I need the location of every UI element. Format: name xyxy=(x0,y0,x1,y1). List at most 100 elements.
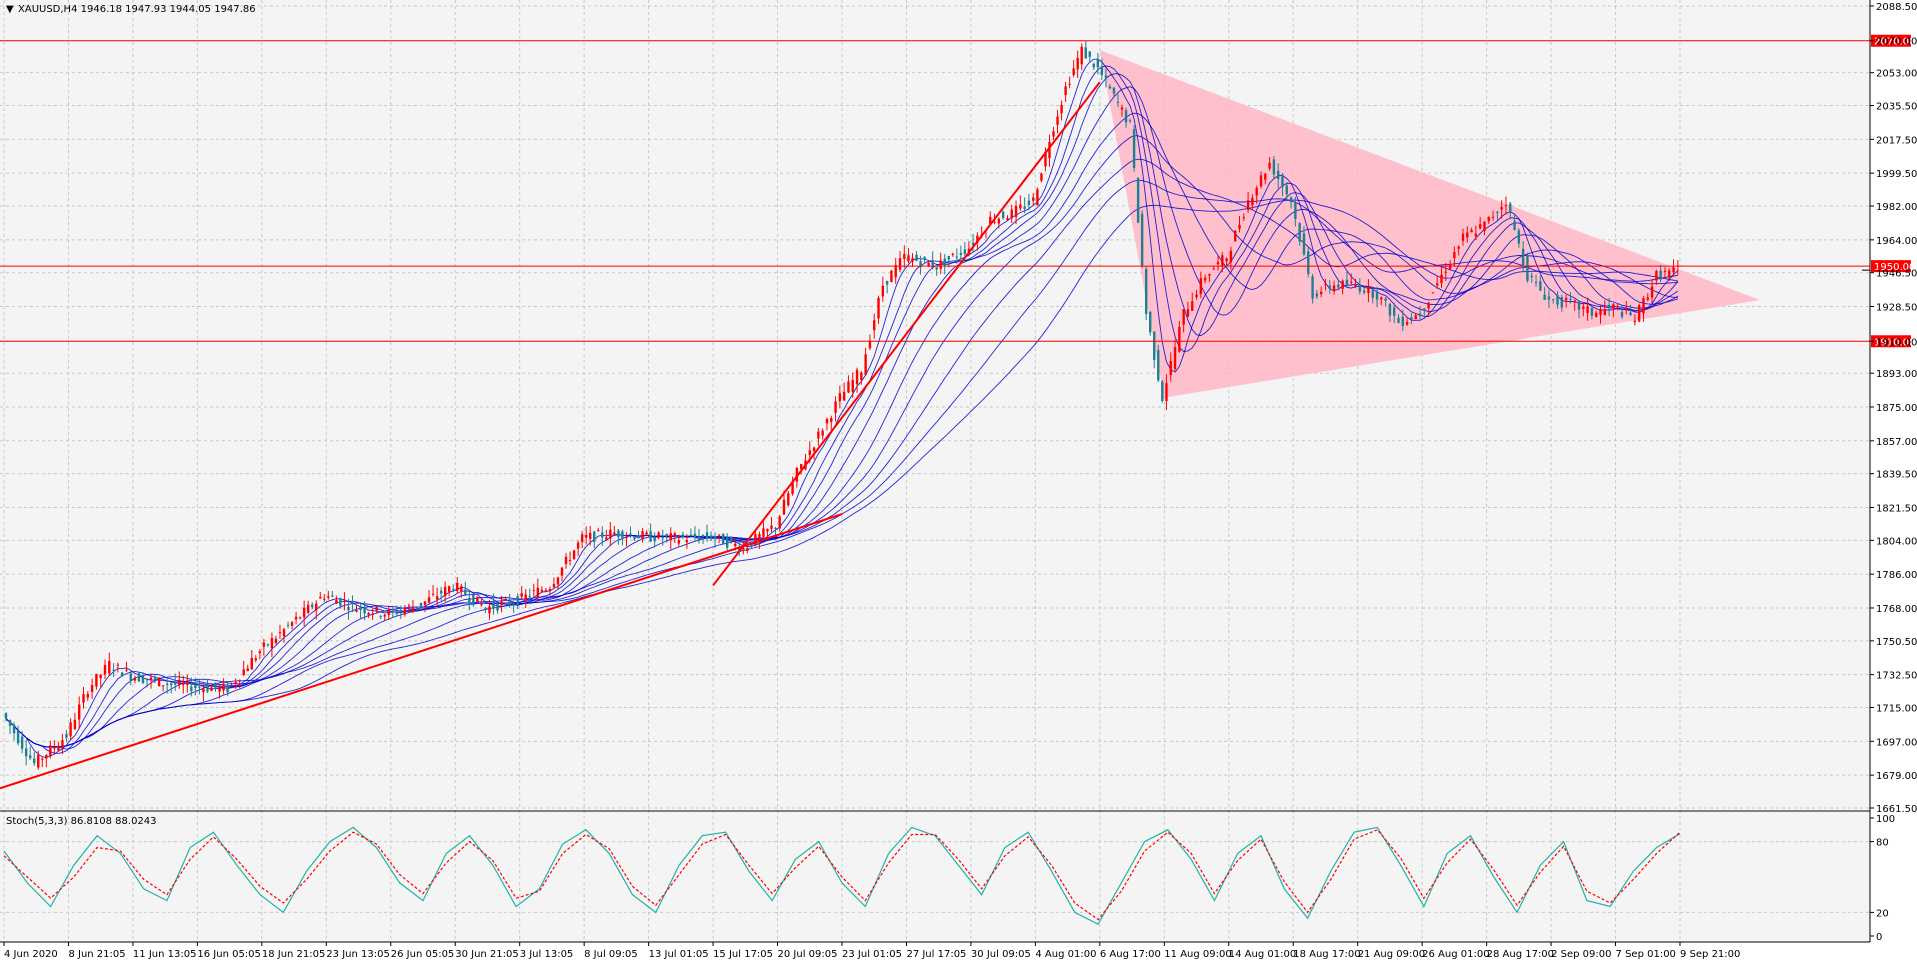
candle-body xyxy=(730,537,733,541)
candle-body xyxy=(1487,216,1490,222)
candle-body xyxy=(1238,224,1241,229)
candle-body xyxy=(103,665,107,675)
moving-average-line xyxy=(5,65,1679,754)
dropdown-arrow-icon[interactable]: ▼ xyxy=(6,4,14,15)
candle-body xyxy=(69,722,72,737)
candle-body xyxy=(484,607,487,609)
x-tick-label: 14 Aug 01:00 xyxy=(1229,949,1296,960)
trendlines[interactable] xyxy=(0,81,1101,790)
candle-body xyxy=(339,598,342,606)
candle-body xyxy=(1453,252,1456,259)
candle-body xyxy=(1136,177,1140,223)
candle-body xyxy=(302,607,306,618)
candle-body xyxy=(681,534,685,538)
candle-body xyxy=(544,590,548,592)
candle-body xyxy=(1281,174,1284,187)
candle-body xyxy=(1539,281,1542,291)
candle-body xyxy=(161,685,165,687)
candle-body xyxy=(246,668,249,672)
x-tick-label: 30 Jul 09:05 xyxy=(971,949,1031,960)
candle-body xyxy=(593,531,596,542)
candle-body xyxy=(738,547,741,552)
candle-body xyxy=(1470,230,1473,233)
candle-body xyxy=(1543,294,1546,300)
candle-body xyxy=(709,535,713,540)
candle-body xyxy=(778,516,781,529)
candle-body xyxy=(971,242,975,246)
candle-body xyxy=(1354,284,1357,287)
candle-body xyxy=(1603,309,1606,316)
candle-body xyxy=(762,528,765,537)
candle-body xyxy=(540,589,544,592)
candle-body xyxy=(1504,205,1508,207)
candle-body xyxy=(1659,270,1662,280)
candle-body xyxy=(795,467,799,482)
candle-body xyxy=(1165,383,1168,402)
x-tick-label: 3 Jul 13:05 xyxy=(520,949,574,960)
candle-body xyxy=(532,590,535,592)
trendline[interactable] xyxy=(0,513,843,790)
candle-body xyxy=(1216,262,1220,265)
candle-body xyxy=(125,669,128,671)
candle-body xyxy=(1060,104,1063,114)
candle-body xyxy=(1474,233,1478,237)
candle-body xyxy=(1027,200,1031,205)
candle-body xyxy=(1672,267,1675,273)
candle-body xyxy=(1637,305,1641,322)
candle-body xyxy=(725,537,729,548)
candle-body xyxy=(399,609,403,611)
candle-body xyxy=(560,567,564,576)
candle-body xyxy=(1088,51,1091,57)
trendline[interactable] xyxy=(712,81,1101,587)
candle-body xyxy=(842,391,846,401)
y-tick-label: 1910.00 xyxy=(1876,337,1917,348)
candle-body xyxy=(742,547,745,550)
candle-body xyxy=(1104,75,1108,79)
candle-body xyxy=(568,560,572,562)
candle-body xyxy=(1153,331,1156,361)
y-tick-label: 1893.00 xyxy=(1876,369,1917,380)
candle-body xyxy=(1461,233,1465,241)
candle-body xyxy=(947,256,950,260)
candle-body xyxy=(1410,317,1413,320)
candle-body xyxy=(120,672,124,677)
candle-body xyxy=(1625,308,1628,311)
candle-body xyxy=(584,534,588,538)
candle-body xyxy=(1341,280,1344,289)
x-tick-label: 26 Aug 01:00 xyxy=(1422,949,1489,960)
level-tag-label: 1950.00 xyxy=(1874,262,1915,273)
candle-body xyxy=(500,601,503,606)
candle-body xyxy=(274,638,278,644)
candle-body xyxy=(1208,274,1211,276)
candle-body xyxy=(812,447,816,451)
candle-body xyxy=(1650,286,1654,298)
candle-body xyxy=(864,354,867,375)
candle-body xyxy=(1195,294,1198,298)
y-tick-label: 1697.00 xyxy=(1876,737,1917,748)
candle-body xyxy=(1052,131,1055,137)
candle-body xyxy=(355,610,358,612)
candle-body xyxy=(1393,307,1396,316)
candle-body xyxy=(1001,211,1005,219)
horizontal-levels[interactable]: 2070.00 1950.00 1910.00 xyxy=(0,34,1915,349)
y-tick-label: 2053.00 xyxy=(1876,69,1917,80)
symbol-info: XAUUSD,H4 1946.18 1947.93 1944.05 1947.8… xyxy=(18,4,256,15)
candle-body xyxy=(1633,320,1637,323)
candle-body xyxy=(1362,290,1366,293)
candle-body xyxy=(1084,47,1087,59)
candle-body xyxy=(129,673,132,681)
candle-body xyxy=(1246,200,1250,210)
candle-body xyxy=(693,533,697,538)
candle-body xyxy=(49,745,52,757)
candle-body xyxy=(787,493,790,506)
x-tick-label: 6 Aug 17:00 xyxy=(1100,949,1161,960)
candle-body xyxy=(1599,309,1602,315)
candle-body xyxy=(868,340,872,349)
candle-body xyxy=(1569,298,1572,300)
candle-body xyxy=(1358,284,1362,292)
candle-body xyxy=(1418,313,1422,317)
candle-body xyxy=(1285,185,1288,195)
candle-body xyxy=(993,221,996,223)
